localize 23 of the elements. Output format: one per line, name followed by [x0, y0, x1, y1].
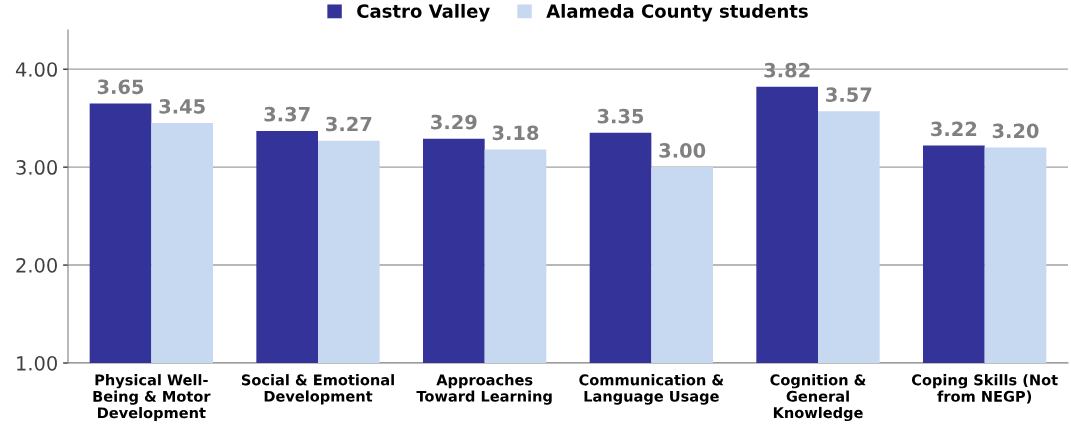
- data-label: 3.35: [597, 108, 644, 124]
- y-tick-label: 3.00: [16, 160, 57, 175]
- data-label: 3.57: [826, 87, 872, 102]
- legend-label: Castro Valley: [357, 3, 490, 22]
- x-tick-label: Communication & Language Usage: [579, 374, 724, 405]
- legend-label: Alameda County students: [546, 3, 808, 22]
- x-tick-label: Coping Skills (Not from NEGP): [911, 374, 1058, 404]
- x-tick-label: Physical Well- Being & Motor Development: [93, 374, 211, 422]
- data-label: 3.27: [326, 116, 372, 132]
- data-label: 3.22: [931, 121, 977, 137]
- data-label: 3.18: [492, 125, 539, 141]
- x-tick-label: Cognition & General Knowledge: [770, 374, 866, 422]
- x-tick-label: Approaches Toward Learning: [416, 374, 552, 405]
- y-tick-label: 1.00: [17, 355, 57, 371]
- y-tick-label: 2.00: [16, 258, 57, 273]
- x-tick-label: Social & Emotional Development: [241, 374, 394, 405]
- data-label: 3.00: [659, 143, 706, 158]
- data-label: 3.65: [97, 79, 144, 95]
- data-label: 3.29: [431, 114, 477, 130]
- data-label: 3.45: [159, 99, 205, 114]
- data-label: 3.37: [264, 106, 310, 122]
- y-tick-label: 4.00: [15, 62, 57, 77]
- data-label: 3.20: [992, 123, 1039, 139]
